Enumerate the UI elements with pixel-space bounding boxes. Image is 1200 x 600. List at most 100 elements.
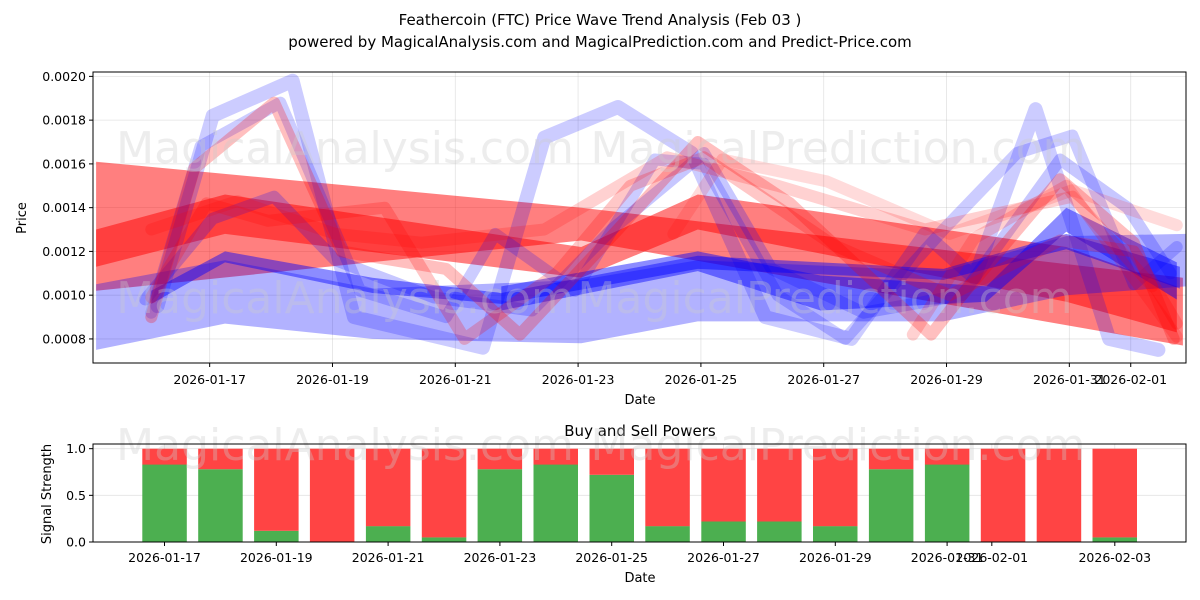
buy-power-bar — [589, 474, 634, 542]
price-wave-line — [906, 179, 1183, 343]
watermark-prediction-top-1: MagicalPrediction.com — [591, 123, 1086, 174]
buy-power-bar — [254, 530, 299, 542]
trend-band — [96, 194, 1177, 333]
watermark-analysis-top-2: MagicalAnalysis.com — [116, 273, 574, 324]
price-waves — [139, 73, 1183, 357]
price-wave-line — [667, 153, 1183, 240]
price-wave-line — [150, 73, 1166, 357]
price-x-tick-label: 2026-01-25 — [665, 372, 738, 387]
price-x-tick-label: 2026-01-27 — [787, 372, 860, 387]
sell-power-bar — [813, 448, 858, 527]
powers-x-tick-label: 2026-01-17 — [128, 550, 201, 565]
price-y-axis: 0.0008 0.0010 0.0012 0.0014 0.0016 0.0018 0.00… — [42, 69, 93, 346]
powers-plot-frame — [92, 443, 1187, 543]
watermark-analysis-top-1: MagicalAnalysis.com — [116, 123, 574, 174]
price-x-tick-label: 2026-01-19 — [296, 372, 369, 387]
sell-power-bar — [589, 448, 634, 475]
sell-power-bar — [142, 448, 187, 465]
sell-power-bar — [1036, 448, 1082, 542]
powers-chart-title: Buy and Sell Powers — [564, 422, 716, 440]
trend-band — [151, 233, 1180, 304]
watermark-prediction-bottom: MagicalPrediction.com — [591, 420, 1086, 471]
powers-x-axis: 2026-01-17 2026-01-19 2026-01-21 2026-01-23… — [128, 542, 1151, 565]
buy-power-bar — [868, 469, 914, 542]
sell-power-bar — [1092, 448, 1137, 538]
buy-sell-powers-chart: Buy and Sell Powers MagicalAnalysis.com … — [40, 420, 1187, 586]
sell-power-bar — [198, 448, 243, 470]
price-y-tick-label: 0.0014 — [42, 200, 86, 215]
buy-power-bar — [365, 526, 411, 542]
price-x-axis: 2026-01-17 2026-01-19 2026-01-21 2026-01-23… — [173, 363, 1167, 387]
powers-x-tick-label: 2026-02-03 — [1078, 550, 1151, 565]
powers-x-label: Date — [624, 571, 655, 586]
price-y-tick-label: 0.0018 — [42, 113, 86, 128]
sell-power-bar — [533, 448, 578, 465]
powers-x-tick-label: 2026-02-01 — [955, 550, 1028, 565]
price-wave-line — [145, 96, 1180, 345]
sell-power-bar — [309, 448, 355, 542]
figure-title-line2: powered by MagicalAnalysis.com and Magic… — [288, 33, 912, 51]
powers-x-tick-label: 2026-01-19 — [240, 550, 313, 565]
buy-power-bar — [533, 464, 578, 542]
sell-power-bar — [701, 448, 746, 522]
powers-x-tick-label: 2026-01-23 — [464, 550, 537, 565]
powers-x-tick-label: 2026-01-31 — [911, 550, 984, 565]
powers-x-tick-label: 2026-01-21 — [352, 550, 425, 565]
powers-y-tick-label: 1.0 — [66, 441, 86, 456]
sell-power-bar — [868, 448, 914, 470]
buy-power-bar — [701, 521, 746, 542]
price-y-tick-label: 0.0020 — [42, 69, 86, 84]
figure-title-line1: Feathercoin (FTC) Price Wave Trend Analy… — [399, 11, 802, 29]
buy-power-bar — [142, 464, 187, 542]
powers-x-tick-label: 2026-01-25 — [575, 550, 648, 565]
sell-power-bar — [477, 448, 523, 470]
price-x-tick-label: 2026-01-17 — [173, 372, 246, 387]
price-y-tick-label: 0.0012 — [42, 244, 86, 259]
price-y-tick-label: 0.0008 — [42, 331, 86, 346]
price-wave-line — [145, 96, 1183, 345]
price-x-tick-label: 2026-01-23 — [542, 372, 615, 387]
sell-power-bar — [254, 448, 299, 531]
price-y-tick-label: 0.0010 — [42, 288, 86, 303]
price-wave-chart: MagicalAnalysis.com MagicalPrediction.co… — [15, 69, 1187, 408]
trend-band — [501, 207, 1177, 311]
price-y-label: Price — [15, 202, 30, 234]
powers-y-tick-label: 0.5 — [66, 488, 86, 503]
powers-x-tick-label: 2026-01-27 — [687, 550, 760, 565]
sell-power-bar — [365, 448, 411, 527]
price-y-tick-label: 0.0016 — [42, 156, 86, 171]
sell-power-bar — [757, 448, 802, 522]
price-x-tick-label: 2026-02-01 — [1094, 372, 1167, 387]
price-wave-line — [139, 147, 1177, 319]
buy-power-bar — [1092, 537, 1137, 542]
sell-power-bar — [980, 448, 1026, 542]
price-bands — [96, 161, 1187, 350]
watermark-prediction-top-2: MagicalPrediction.com — [578, 273, 1073, 324]
trend-band — [96, 161, 1183, 346]
trend-band — [96, 233, 1187, 350]
price-x-tick-label: 2026-01-29 — [910, 372, 983, 387]
sell-power-bar — [924, 448, 970, 465]
buy-power-bar — [477, 469, 523, 542]
price-plot-frame — [92, 71, 1187, 364]
price-x-tick-label: 2026-01-21 — [419, 372, 492, 387]
buy-power-bar — [421, 537, 467, 542]
watermark-analysis-bottom: MagicalAnalysis.com — [116, 420, 574, 471]
buy-power-bar — [645, 526, 690, 542]
price-x-label: Date — [624, 393, 655, 408]
buy-power-bar — [198, 469, 243, 542]
powers-y-axis: 0.0 0.5 1.0 — [66, 441, 93, 550]
buy-power-bar — [757, 521, 802, 542]
sell-power-bar — [421, 448, 467, 538]
buy-power-bar — [924, 464, 970, 542]
price-wave-line — [145, 151, 1183, 345]
powers-x-tick-label: 2026-01-29 — [799, 550, 872, 565]
sell-power-bar — [645, 448, 690, 527]
powers-y-tick-label: 0.0 — [66, 535, 86, 550]
price-x-tick-label: 2026-01-31 — [1033, 372, 1106, 387]
buy-power-bar — [813, 526, 858, 542]
powers-y-label: Signal Strength — [40, 444, 55, 544]
price-wave-line — [145, 151, 1159, 293]
powers-bars — [142, 448, 1137, 542]
